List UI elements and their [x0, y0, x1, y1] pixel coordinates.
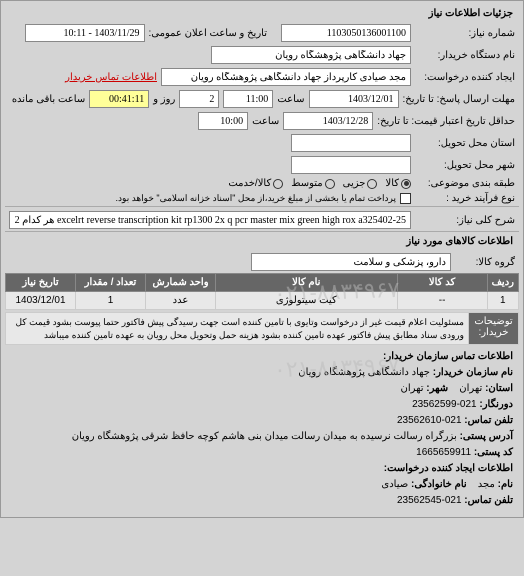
addr-label: آدرس پستی: — [460, 431, 513, 442]
radio-khadamat-label: کالا/خدمت — [228, 178, 271, 189]
radio-jozei[interactable]: جزیی — [343, 178, 378, 189]
days-input[interactable] — [179, 90, 219, 108]
creator-label: ایجاد کننده درخواست: — [415, 72, 515, 83]
keyword-label: شرح کلی نیاز: — [415, 215, 515, 226]
package-radio-group: کالا جزیی متوسط کالا/خدمت — [228, 178, 411, 189]
request-no-input[interactable] — [281, 24, 411, 42]
postal-label: کد پستی: — [474, 447, 513, 458]
tel-value: 021-23562610 — [397, 415, 462, 426]
package-label: طبقه بندی موضوعی: — [415, 178, 515, 189]
name-label: نام: — [498, 479, 513, 490]
cell-date: 1403/12/01 — [6, 292, 76, 310]
notes-table: توضیحات خریدار: مسئولیت اعلام قیمت غیر ا… — [5, 312, 519, 345]
group-input[interactable] — [251, 253, 451, 271]
cell-code: -- — [397, 292, 487, 310]
cell-qty: 1 — [76, 292, 146, 310]
org-label: نام سازمان خریدار: — [433, 367, 513, 378]
purchase-checkbox[interactable] — [400, 193, 411, 204]
radio-jozei-label: جزیی — [343, 178, 366, 189]
family-value: صیادی — [381, 479, 408, 490]
addr-value: بزرگراه رسالت نرسیده به میدان رسالت میدا… — [72, 431, 457, 442]
announce-label: تاریخ و ساعت اعلان عمومی: — [149, 28, 268, 39]
radio-kala-label: کالا — [385, 178, 399, 189]
th-code: کد کالا — [397, 274, 487, 292]
validity-time-input[interactable] — [198, 112, 248, 130]
cell-name: کیت سیتولوژی — [216, 292, 398, 310]
th-row: ردیف — [487, 274, 518, 292]
table-row[interactable]: 1 -- کیت سیتولوژی عدد 1 1403/12/01 — [6, 292, 519, 310]
group-label: گروه کالا: — [455, 257, 515, 268]
table-header-row: ردیف کد کالا نام کالا واحد شمارش تعداد /… — [6, 274, 519, 292]
fax-label: دورنگار: — [479, 399, 513, 410]
time-label-1: ساعت — [277, 94, 304, 105]
validity-label: حداقل تاریخ اعتبار قیمت: تا تاریخ: — [377, 116, 515, 127]
validity-date-input[interactable] — [283, 112, 373, 130]
fax-value: 021-23562599 — [412, 399, 477, 410]
remain-label: ساعت باقی مانده — [12, 94, 85, 105]
th-unit: واحد شمارش — [146, 274, 216, 292]
postal-value: 1665659911 — [416, 447, 471, 458]
radio-kala[interactable]: کالا — [385, 178, 411, 189]
name-value: مجد — [478, 479, 495, 490]
tel2-value: 021-23562545 — [397, 495, 462, 506]
delivery-city-label: شهر محل تحویل: — [415, 160, 515, 171]
notes-label: توضیحات خریدار: — [469, 313, 519, 345]
th-qty: تعداد / مقدار — [76, 274, 146, 292]
remain-time-input — [89, 90, 149, 108]
request-no-label: شماره نیاز: — [415, 28, 515, 39]
city-value: تهران — [400, 383, 423, 394]
radio-motavaset[interactable]: متوسط — [291, 178, 334, 189]
delivery-state-input[interactable] — [291, 134, 411, 152]
cell-row: 1 — [487, 292, 518, 310]
radio-motavaset-label: متوسط — [291, 178, 322, 189]
radio-khadamat[interactable]: کالا/خدمت — [228, 178, 283, 189]
cell-unit: عدد — [146, 292, 216, 310]
time-label-2: ساعت — [252, 116, 279, 127]
state-label: استان: — [485, 383, 513, 394]
org-value: جهاد دانشگاهی پژوهشگاه رویان — [298, 367, 430, 378]
panel-title: جزئیات اطلاعات نیاز — [5, 5, 519, 22]
contact-link[interactable]: اطلاعات تماس خریدار — [65, 72, 157, 83]
delivery-state-label: استان محل تحویل: — [415, 138, 515, 149]
deadline-date-input[interactable] — [309, 90, 399, 108]
creator2-label: اطلاعات ایجاد کننده درخواست: — [384, 463, 513, 474]
goods-table: ردیف کد کالا نام کالا واحد شمارش تعداد /… — [5, 273, 519, 310]
contact-title: اطلاعات تماس سازمان خریدار: — [383, 351, 513, 362]
deadline-time-input[interactable] — [223, 90, 273, 108]
purchase-note: پرداخت تمام یا بخشی از مبلغ خرید،از محل … — [116, 193, 396, 204]
tel-label: تلفن تماس: — [464, 415, 513, 426]
buyer-input[interactable] — [211, 46, 411, 64]
state-value: تهران — [459, 383, 482, 394]
notes-text: مسئولیت اعلام قیمت غیر از درخواست وتایوی… — [6, 313, 469, 345]
city-label: شهر: — [426, 383, 448, 394]
tel2-label: تلفن تماس: — [464, 495, 513, 506]
th-date: تاریخ نیاز — [6, 274, 76, 292]
purchase-label: نوع فرآیند خرید : — [415, 193, 515, 204]
days-label: روز و — [153, 94, 175, 105]
family-label: نام خانوادگی: — [411, 479, 467, 490]
delivery-city-input[interactable] — [291, 156, 411, 174]
buyer-label: نام دستگاه خریدار: — [415, 50, 515, 61]
th-name: نام کالا — [216, 274, 398, 292]
contact-section: اطلاعات تماس سازمان خریدار: نام سازمان خ… — [5, 345, 519, 513]
keyword-input[interactable] — [9, 211, 411, 229]
creator-input[interactable] — [161, 68, 411, 86]
goods-section-title: اطلاعات کالاهای مورد نیاز — [5, 231, 519, 251]
send-deadline-label: مهلت ارسال پاسخ: تا تاریخ: — [403, 94, 515, 105]
announce-input[interactable] — [25, 24, 145, 42]
